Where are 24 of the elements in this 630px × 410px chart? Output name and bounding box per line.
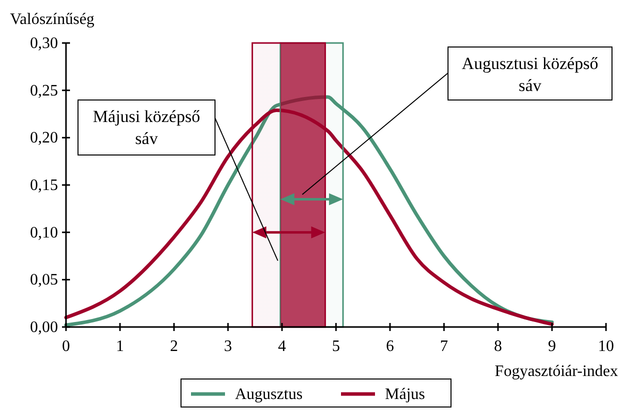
- y-tick-label: 0,10: [30, 224, 58, 242]
- x-tick-label: 1: [116, 338, 124, 355]
- x-tick-label: 0: [62, 338, 70, 355]
- x-tick-label: 9: [548, 338, 556, 355]
- y-tick-label: 0,30: [30, 35, 58, 52]
- legend-label: Augusztus: [235, 386, 303, 403]
- y-tick-label: 0,05: [30, 272, 58, 289]
- y-tick-label: 0,20: [30, 130, 58, 147]
- x-tick-label: 6: [386, 338, 394, 355]
- band-label: Augusztusi középső sáv: [462, 54, 598, 95]
- y-tick-label: 0,15: [30, 177, 58, 194]
- y-tick-label: 0,25: [30, 82, 58, 100]
- band-label: Májusi középső sáv: [92, 107, 200, 148]
- x-tick-label: 7: [440, 338, 448, 355]
- x-tick-label: 10: [598, 338, 614, 355]
- legend-label: Május: [385, 386, 425, 403]
- y-tick-label: 0,00: [30, 319, 58, 336]
- x-tick-label: 8: [494, 338, 502, 355]
- y-axis-title: Valószínűség: [10, 11, 94, 28]
- x-tick-label: 4: [278, 338, 286, 355]
- x-tick-label: 5: [332, 338, 340, 355]
- x-axis-title: Fogyasztóiár-index: [494, 363, 618, 380]
- x-tick-label: 3: [224, 338, 232, 355]
- x-tick-label: 2: [170, 338, 178, 355]
